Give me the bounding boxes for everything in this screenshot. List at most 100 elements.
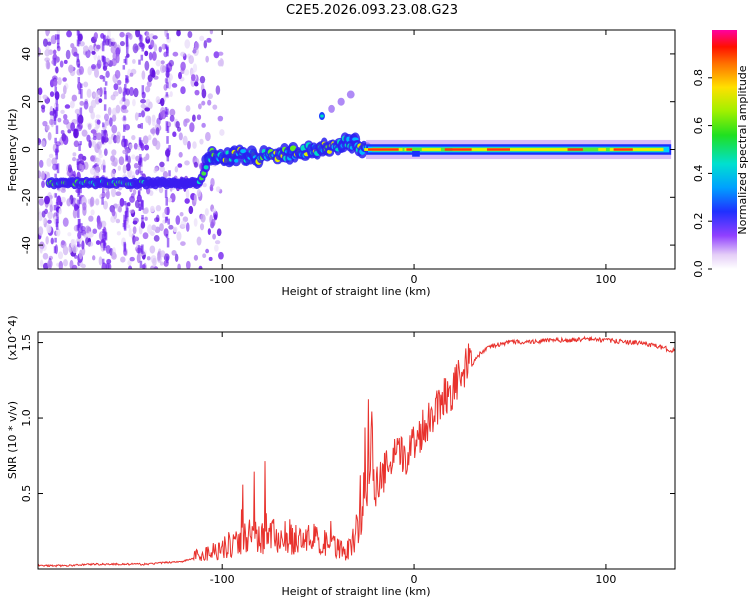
noise-streak xyxy=(140,54,144,61)
noise-blob xyxy=(188,205,194,215)
noise-blob xyxy=(213,214,218,221)
noise-blob xyxy=(42,216,46,224)
noise-blob xyxy=(129,72,134,77)
noise-blob xyxy=(111,58,117,67)
noise-blob xyxy=(95,240,101,246)
noise-blob xyxy=(66,198,72,207)
noise-blob xyxy=(144,50,149,57)
noise-streak xyxy=(168,145,171,152)
noise-blob xyxy=(194,41,200,50)
noise-streak xyxy=(54,137,57,143)
noise-blob xyxy=(38,87,43,95)
noise-blob xyxy=(188,55,194,65)
spectrogram-panel: -100 0 100 -40 -20 0 20 40 Height of straight l… xyxy=(6,29,676,298)
noise-blob xyxy=(46,157,52,167)
spectrogram-y-tick-label: -20 xyxy=(20,188,33,206)
noise-blob xyxy=(133,236,140,242)
noise-blob xyxy=(67,129,72,134)
noise-streak xyxy=(165,78,168,84)
noise-streak xyxy=(125,78,128,84)
noise-blob xyxy=(169,91,173,98)
noise-streak xyxy=(55,151,59,160)
noise-blob xyxy=(51,157,58,166)
noise-blob xyxy=(204,208,209,216)
noise-blob xyxy=(185,105,191,112)
noise-streak xyxy=(78,37,81,45)
colorbar-tick-label: 0.8 xyxy=(692,69,705,87)
snr-axes: -100 0 100 0.5 1.0 1.5 xyxy=(20,332,675,586)
noise-blob xyxy=(115,218,121,224)
spectrogram-x-label: Height of straight line (km) xyxy=(281,285,430,298)
noise-blob xyxy=(111,149,117,156)
colorbar: 0.0 0.2 0.4 0.6 0.8 Normalized spectral ampl… xyxy=(692,30,749,278)
noise-streak xyxy=(77,208,80,218)
noise-blob xyxy=(119,41,125,47)
noise-blob xyxy=(115,53,120,64)
noise-blob xyxy=(192,63,198,73)
noise-blob xyxy=(153,266,159,269)
noise-streak xyxy=(124,56,128,65)
noise-blob xyxy=(180,61,186,71)
noise-blob xyxy=(96,119,101,125)
noise-streak xyxy=(80,88,83,99)
noise-blob xyxy=(93,32,98,40)
noise-streak xyxy=(166,256,169,264)
noise-streak xyxy=(165,64,169,73)
noise-blob xyxy=(151,224,157,231)
noise-blob xyxy=(134,241,141,246)
noise-streak xyxy=(141,44,145,52)
noise-blob xyxy=(152,137,158,147)
noise-blob xyxy=(89,196,95,207)
noise-blob xyxy=(91,140,97,148)
noise-blob xyxy=(129,256,135,262)
noise-streak xyxy=(104,231,107,240)
noise-streak xyxy=(102,61,106,69)
noise-streak xyxy=(101,137,105,143)
noise-blob xyxy=(115,191,122,197)
noise-blob xyxy=(96,220,103,230)
noise-blob xyxy=(174,166,179,173)
noise-streak xyxy=(139,157,143,167)
noise-blob xyxy=(160,97,165,107)
noise-blob xyxy=(62,217,69,227)
noise-blob xyxy=(141,264,146,269)
noise-blob xyxy=(98,98,103,103)
noise-streak xyxy=(140,170,143,176)
noise-streak xyxy=(77,241,80,247)
noise-blob xyxy=(144,107,151,112)
noise-blob xyxy=(87,241,94,247)
noise-streak xyxy=(54,173,57,178)
spectrogram-y-tick-label: 20 xyxy=(20,95,33,109)
noise-blob xyxy=(149,245,156,254)
noise-blob xyxy=(193,81,199,87)
noise-blob xyxy=(133,87,139,98)
noise-blob xyxy=(72,208,78,219)
noise-blob xyxy=(206,37,212,43)
noise-blob xyxy=(96,59,102,69)
noise-blob xyxy=(187,30,193,39)
ridge-band-yellow xyxy=(421,148,441,151)
noise-streak xyxy=(56,163,60,174)
noise-blob xyxy=(71,244,78,254)
ridge-band-yellow xyxy=(609,148,664,151)
noise-blob xyxy=(67,232,72,237)
noise-blob xyxy=(150,205,155,213)
noise-blob xyxy=(147,134,152,141)
noise-streak xyxy=(103,242,107,249)
ridge-core xyxy=(203,165,209,170)
noise-streak xyxy=(166,147,170,158)
noise-blob xyxy=(149,67,155,77)
noise-blob xyxy=(117,165,122,171)
noise-blob xyxy=(38,93,42,102)
noise-blob xyxy=(115,104,121,114)
noise-streak xyxy=(123,221,127,231)
noise-blob xyxy=(201,100,206,106)
noise-blob xyxy=(105,189,110,200)
noise-blob xyxy=(38,137,42,146)
noise-blob xyxy=(134,112,139,121)
noise-blob xyxy=(60,129,65,135)
colorbar-tick-label: 0.4 xyxy=(692,165,705,183)
noise-blob xyxy=(122,109,129,114)
noise-blob xyxy=(120,256,126,263)
noise-blob xyxy=(111,251,117,258)
